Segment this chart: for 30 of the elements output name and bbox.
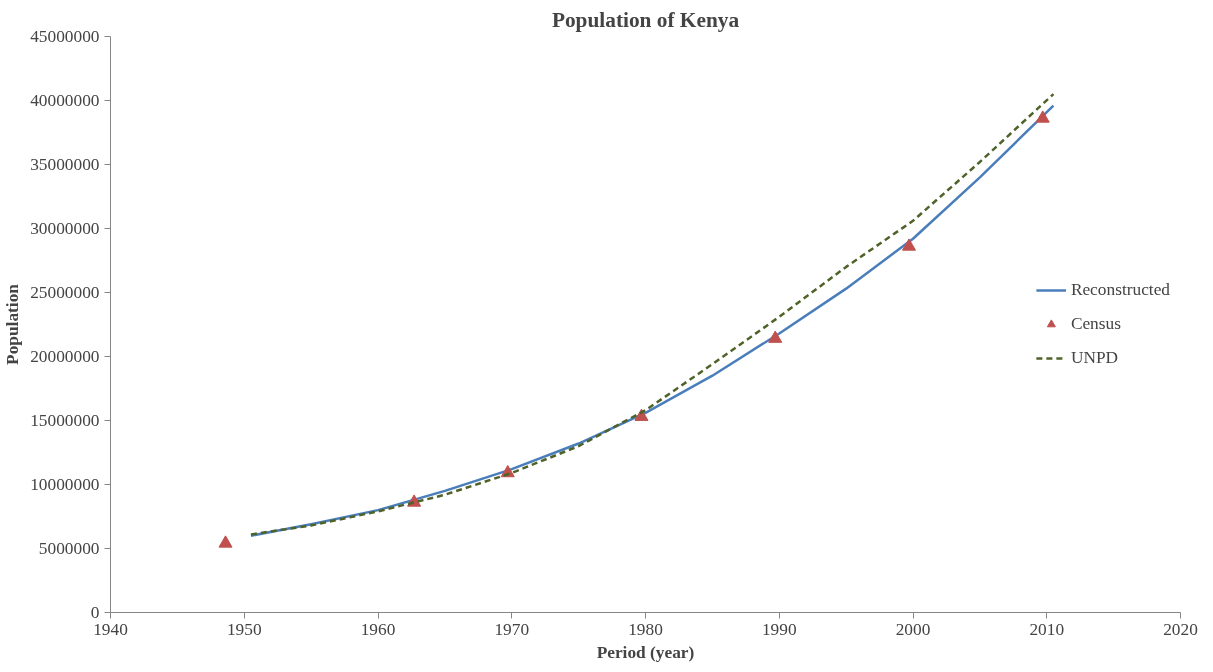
x-tick-label: 1950 <box>226 619 262 639</box>
x-tick-label: 1960 <box>360 619 396 639</box>
point <box>901 238 916 251</box>
legend-label: Reconstructed <box>1070 280 1170 300</box>
y-axis-title: Population <box>3 283 23 365</box>
y-tick-label: 40000000 <box>30 91 100 110</box>
x-tick-label: 1990 <box>761 619 797 639</box>
x-tick-label: 2020 <box>1163 619 1198 639</box>
x-tick-label: 2010 <box>1029 619 1065 639</box>
y-tick-label: 15000000 <box>30 411 100 430</box>
y-tick-label: 25000000 <box>30 283 100 302</box>
chart-title: Population of Kenya <box>551 7 740 32</box>
x-tick-label: 1940 <box>93 619 128 639</box>
point <box>218 535 233 548</box>
y-tick-label: 5000000 <box>38 539 100 558</box>
x-tick-label: 2000 <box>895 619 931 639</box>
x-tick-label: 1970 <box>494 619 530 639</box>
legend-label: Census <box>1070 314 1121 334</box>
point <box>1035 110 1050 123</box>
y-tick-label: 45000000 <box>30 27 100 46</box>
x-tick-label: 1980 <box>628 619 663 639</box>
y-tick-label: 0 <box>90 603 100 622</box>
y-tick-label: 20000000 <box>30 347 100 366</box>
y-tick-label: 35000000 <box>30 155 100 174</box>
y-tick-label: 30000000 <box>30 219 100 238</box>
point <box>768 330 783 343</box>
legend-label: UNPD <box>1070 348 1119 368</box>
x-axis-title: Period (year) <box>596 642 695 662</box>
y-tick-label: 10000000 <box>30 475 100 494</box>
point <box>634 408 649 421</box>
